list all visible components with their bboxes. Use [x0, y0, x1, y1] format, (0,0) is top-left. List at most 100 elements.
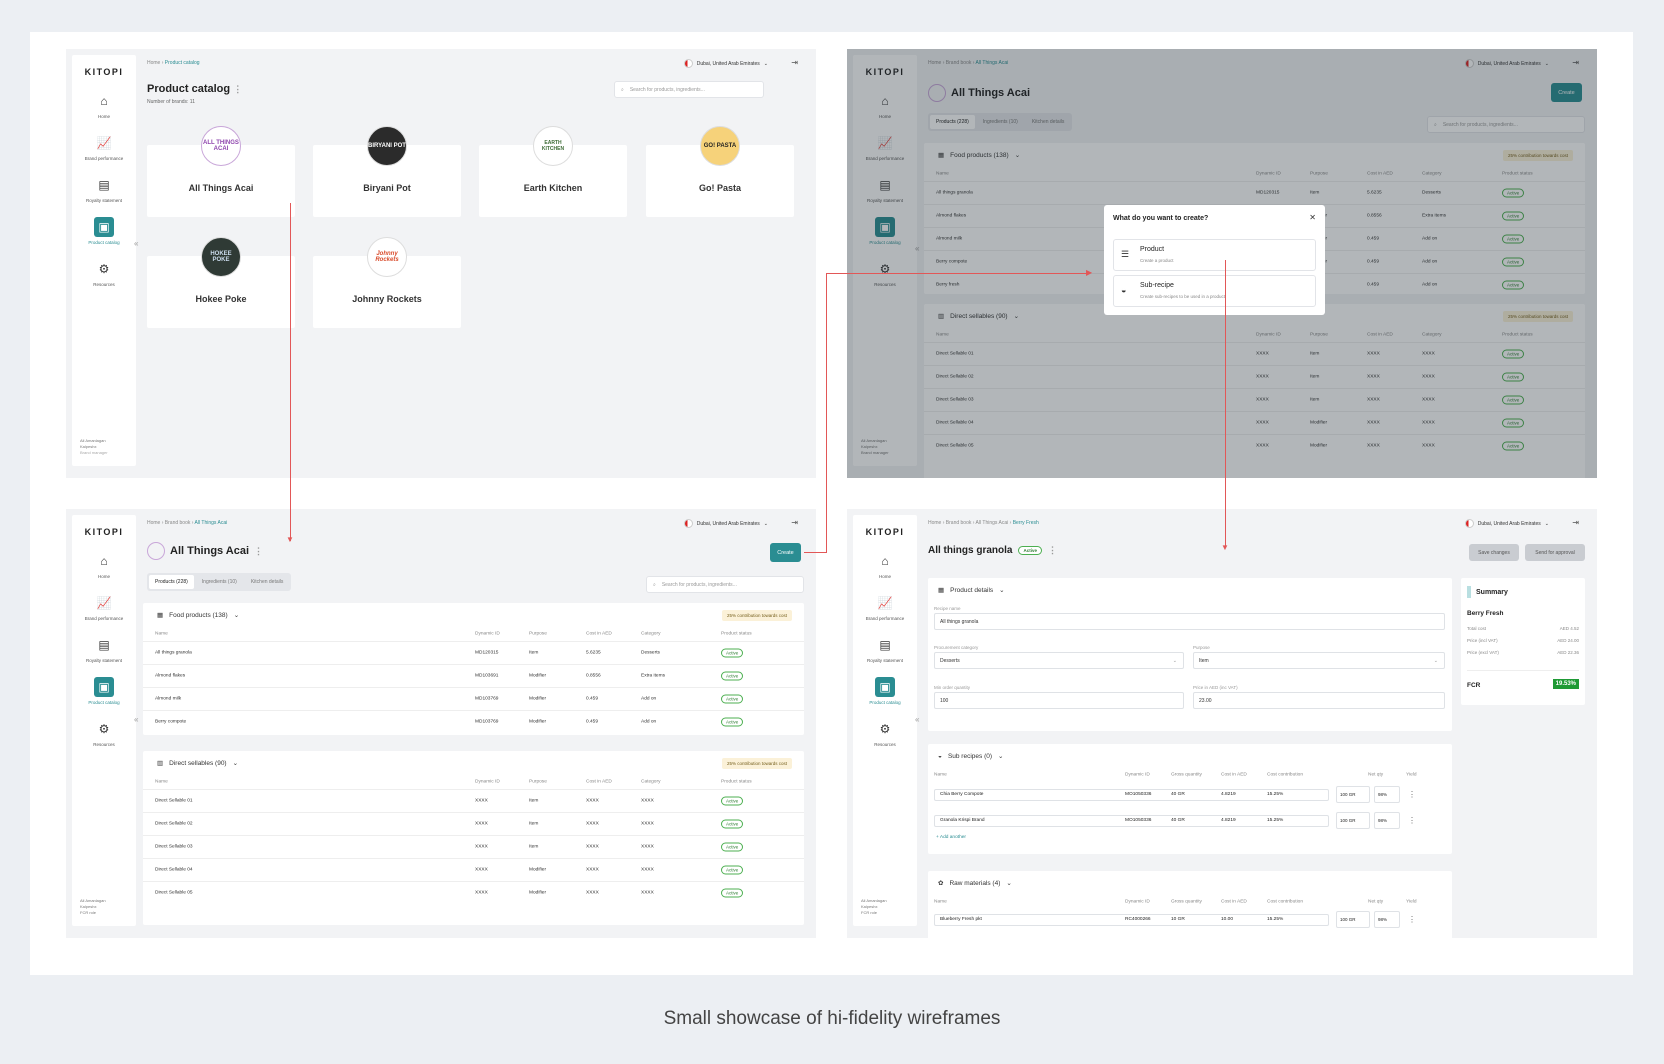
logout-icon[interactable]: ⇥	[1572, 518, 1579, 527]
country-selector[interactable]: Dubai, United Arab Emirates ⌄	[1464, 59, 1549, 68]
send-for-approval-button[interactable]: Send for approval	[1525, 544, 1585, 561]
tab-products[interactable]: Products (228)	[149, 575, 194, 589]
table-row[interactable]: Chia Berry Compote MO1050336 40 GR 4.8219 15…	[928, 782, 1452, 808]
country-selector[interactable]: Dubai, United Arab Emirates ⌄	[1464, 519, 1549, 528]
nav-home[interactable]: ⌂ Home	[72, 91, 136, 119]
net-qty-input[interactable]: 100 GR	[1336, 786, 1370, 803]
nav-product-catalog[interactable]: ▣ Product catalog	[72, 677, 136, 705]
yield-input[interactable]: 98%	[1374, 786, 1400, 803]
table-row[interactable]: Direct Sellable 04 XXXX Modifier XXXX XXXX Ac…	[143, 858, 804, 881]
recipe-name-input[interactable]: All things granola	[934, 613, 1445, 630]
crumb-home[interactable]: Home	[147, 60, 161, 66]
option-sub-recipe[interactable]: ◒ Sub-recipe Create sub-recipes to be used…	[1113, 275, 1316, 307]
section-header[interactable]: ▦ Food products (138) ⌄	[157, 611, 240, 620]
price-input[interactable]: 23.00	[1193, 692, 1445, 709]
logout-icon[interactable]: ⇥	[791, 518, 798, 527]
net-qty-input[interactable]: 100 GR	[1336, 911, 1370, 928]
logout-icon[interactable]: ⇥	[1572, 58, 1579, 67]
table-row[interactable]: Direct Sellable 05 XXXX Modifier XXXX XXXX Ac…	[924, 434, 1585, 457]
nav-brand-performance[interactable]: 📈 Brand performance	[72, 133, 136, 161]
search-input[interactable]: ⌕ Search for products, ingredients...	[614, 81, 764, 98]
table-row[interactable]: All things granola MD120315 Item 5.6235 Dess…	[924, 181, 1585, 204]
create-button[interactable]: Create	[1551, 83, 1582, 102]
table-row[interactable]: Direct Sellable 01 XXXX Item XXXX XXXX Active	[143, 789, 804, 812]
table-row[interactable]: Direct Sellable 02 XXXX Item XXXX XXXX Active	[924, 365, 1585, 388]
nav-brand-performance[interactable]: 📈 Brand performance	[853, 133, 917, 161]
table-row[interactable]: Direct Sellable 02 XXXX Item XXXX XXXX Active	[143, 812, 804, 835]
more-icon[interactable]: ⋮	[1408, 790, 1416, 799]
nav-brand-performance[interactable]: 📈 Brand performance	[853, 593, 917, 621]
collapse-sidebar-icon[interactable]: «	[915, 244, 920, 253]
section-header[interactable]: ◒ Sub recipes (0) ⌄	[938, 752, 1004, 761]
more-icon[interactable]: ⋮	[233, 84, 243, 94]
search-input[interactable]: ⌕ Search for products, ingredients...	[646, 576, 804, 593]
min-order-quantity-input[interactable]: 100	[934, 692, 1184, 709]
logout-icon[interactable]: ⇥	[791, 58, 798, 67]
brand-card[interactable]: BIRYANI POT Biryani Pot	[313, 126, 461, 217]
option-product[interactable]: ☰ Product Create a product	[1113, 239, 1316, 271]
brand-card[interactable]: GO! PASTA Go! Pasta	[646, 126, 794, 217]
nav-resources[interactable]: ⚙ Resources	[72, 259, 136, 287]
nav-resources[interactable]: ⚙ Resources	[853, 719, 917, 747]
table-row[interactable]: Granola Krispi Brand MO1050336 40 GR 4.8219…	[928, 808, 1452, 834]
table-row[interactable]: Direct Sellable 04 XXXX Modifier XXXX XXXX Ac…	[924, 411, 1585, 434]
brand-card[interactable]: EARTH KITCHEN Earth Kitchen	[479, 126, 627, 217]
section-header[interactable]: ✿ Raw materials (4) ⌄	[938, 879, 1012, 888]
section-header[interactable]: ▦ Food products (138) ⌄	[938, 151, 1021, 160]
table-row[interactable]: Direct Sellable 05 XXXX Modifier XXXX XXXX Ac…	[143, 881, 804, 904]
table-row[interactable]: Direct Sellable 03 XXXX Item XXXX XXXX Active	[143, 835, 804, 858]
nav-home[interactable]: ⌂ Home	[72, 551, 136, 579]
save-changes-button[interactable]: Save changes	[1469, 544, 1519, 561]
tab-ingredients[interactable]: Ingredients (10)	[201, 579, 237, 585]
nav-resources[interactable]: ⚙ Resources	[853, 259, 917, 287]
section-header[interactable]: ▥ Direct sellables (90) ⌄	[938, 312, 1020, 321]
nav-product-catalog[interactable]: ▣ Product catalog	[72, 217, 136, 245]
more-icon[interactable]: ⋮	[1408, 816, 1416, 825]
create-button[interactable]: Create	[770, 543, 801, 562]
user-info[interactable]: Ali Amanlagan Kalpeshx FCR role	[861, 898, 887, 915]
purpose-select[interactable]: Item ⌄	[1193, 652, 1445, 669]
yield-input[interactable]: 98%	[1374, 911, 1400, 928]
more-icon[interactable]: ⋮	[1408, 915, 1416, 924]
collapse-sidebar-icon[interactable]: «	[134, 715, 139, 724]
user-info[interactable]: Ali Amanlagan Kalpeshx Brand manager	[861, 438, 889, 455]
close-icon[interactable]: ✕	[1309, 213, 1316, 222]
tab-kitchen-details[interactable]: Kitchen details	[250, 579, 284, 585]
nav-home[interactable]: ⌂ Home	[853, 91, 917, 119]
nav-royalty-statement[interactable]: ▤ Royalty statement	[853, 175, 917, 203]
table-row[interactable]: Blueberry Fresh pkt RC4000266 10 GR 10.00 15…	[928, 909, 1452, 935]
nav-royalty-statement[interactable]: ▤ Royalty statement	[853, 635, 917, 663]
brand-card[interactable]: HOKEE POKE Hokee Poke	[147, 237, 295, 328]
user-info[interactable]: Ali Amanlagan Kalpeshx Brand manager	[80, 438, 108, 455]
table-row[interactable]: Direct Sellable 01 XXXX Item XXXX XXXX Active	[924, 342, 1585, 365]
collapse-sidebar-icon[interactable]: «	[915, 715, 920, 724]
nav-product-catalog[interactable]: ▣ Product catalog	[853, 217, 917, 245]
section-header[interactable]: ▥ Direct sellables (90) ⌄	[157, 759, 239, 768]
more-icon[interactable]: ⋮	[1047, 545, 1057, 555]
country-selector[interactable]: Dubai, United Arab Emirates ⌄	[683, 59, 768, 68]
add-another-link[interactable]: + Add another	[936, 835, 967, 840]
tab-products[interactable]: Products (228)	[930, 115, 975, 129]
yield-input[interactable]: 98%	[1374, 812, 1400, 829]
procurement-category-select[interactable]: Desserts ⌄	[934, 652, 1184, 669]
more-icon[interactable]: ⋮	[254, 545, 264, 556]
section-header[interactable]: ▦ Product details ⌄	[938, 586, 1005, 595]
table-row[interactable]: All things granola MD120315 Item 5.6235 Dess…	[143, 641, 804, 664]
net-qty-input[interactable]: 100 GR	[1336, 812, 1370, 829]
nav-home[interactable]: ⌂ Home	[853, 551, 917, 579]
brand-card[interactable]: ALL THINGS ACAI All Things Acai	[147, 126, 295, 217]
tab-ingredients[interactable]: Ingredients (10)	[982, 119, 1018, 125]
tab-kitchen-details[interactable]: Kitchen details	[1031, 119, 1065, 125]
nav-resources[interactable]: ⚙ Resources	[72, 719, 136, 747]
user-info[interactable]: Ali Amanlagan Kalpeshx FCR role	[80, 898, 106, 915]
nav-royalty-statement[interactable]: ▤ Royalty statement	[72, 175, 136, 203]
search-input[interactable]: ⌕ Search for products, ingredients...	[1427, 116, 1585, 133]
table-row[interactable]: Direct Sellable 03 XXXX Item XXXX XXXX Active	[924, 388, 1585, 411]
nav-brand-performance[interactable]: 📈 Brand performance	[72, 593, 136, 621]
brand-card[interactable]: Johnny Rockets Johnny Rockets	[313, 237, 461, 328]
collapse-sidebar-icon[interactable]: «	[134, 239, 139, 248]
nav-product-catalog[interactable]: ▣ Product catalog	[853, 677, 917, 705]
